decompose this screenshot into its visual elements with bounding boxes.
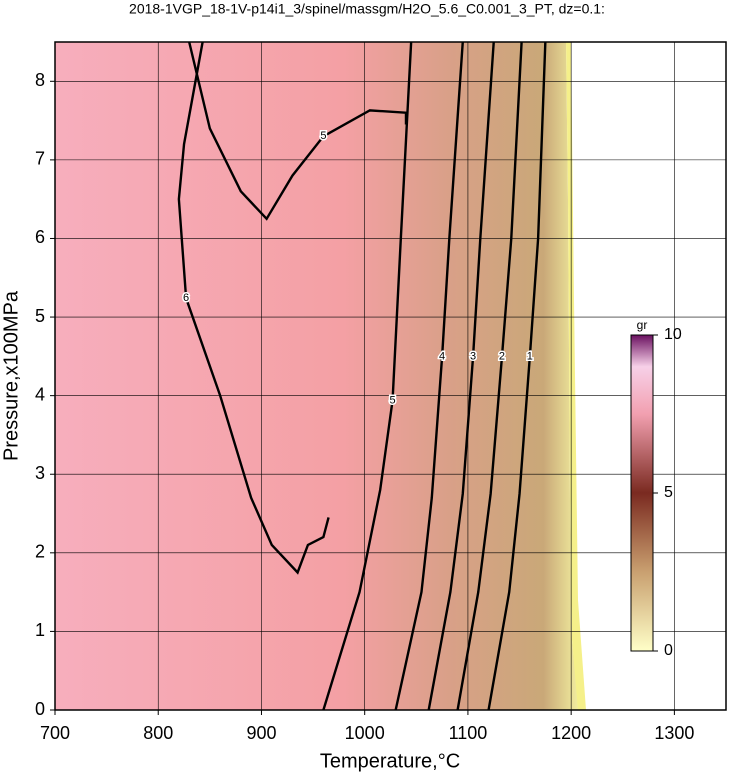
contour-label: 4 [439,350,445,362]
y-axis-label: Pressure,x100MPa [0,290,22,461]
x-tick-label: 700 [40,723,70,743]
contour-label: 3 [470,350,476,362]
contour-line [487,41,547,711]
y-tick-label: 6 [35,227,45,247]
y-tick-label: 7 [35,149,45,169]
field-fill [55,42,580,710]
plot-frame [54,41,727,711]
chart-title: 2018-1VGP_18-1V-p14i1_3/spinel/massgm/H2… [129,1,605,17]
contour-line [177,41,330,575]
contour-label: 5 [320,130,326,142]
contour-line [394,41,464,711]
contour-line [188,41,408,221]
x-tick-label: 800 [143,723,173,743]
colorbar-ticks: 0 5 10 [653,326,682,659]
colorbar [630,334,654,652]
y-tick-label: 5 [35,306,45,326]
contours: 1 2 3 4 5 5 6 [177,41,547,711]
contour-label: 6 [183,292,189,304]
x-tick-label: 900 [246,723,276,743]
x-tick-label: 1000 [345,723,385,743]
colorbar-tick-label: 10 [664,326,682,343]
y-tick-label: 4 [35,384,45,404]
colorbar-label: gr [637,318,648,332]
x-tick-label: 1200 [551,723,591,743]
contour-label: 2 [499,350,505,362]
x-tick-label: 1100 [449,723,488,743]
y-tick-label: 8 [35,70,45,90]
contour-line [427,41,495,711]
x-tick-label: 1300 [654,723,694,743]
colorbar-tick-label: 0 [664,642,673,659]
y-tick-label: 2 [35,542,45,562]
colorbar-tick-label: 5 [664,484,673,501]
contour-line [456,41,523,711]
x-axis-label: Temperature,°C [320,750,460,772]
y-tick-label: 1 [35,620,45,640]
contour-label: 5 [390,394,396,406]
contour-label: 1 [527,350,533,362]
y-tick-label: 3 [35,463,45,483]
contour-line [322,41,413,711]
y-tick-label: 0 [35,699,45,719]
